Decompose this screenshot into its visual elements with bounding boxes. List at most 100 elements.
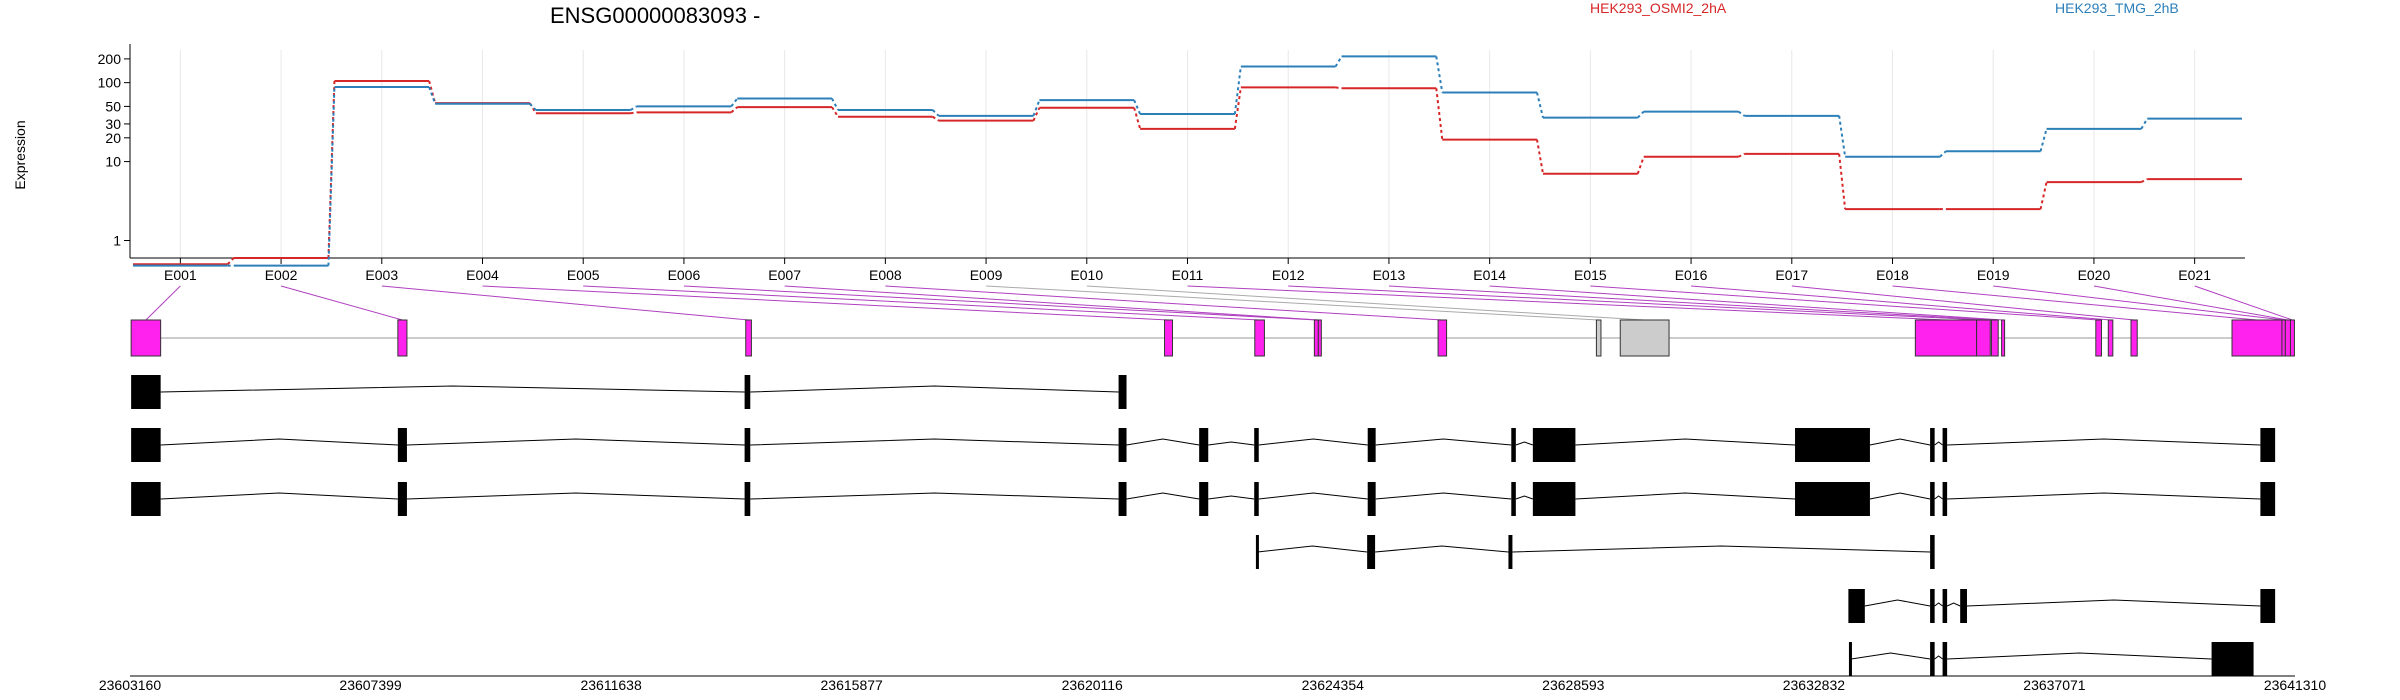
series-2-connector [1032,99,1041,117]
mapping-line-E011 [1187,285,1947,321]
intron-line [1515,495,1534,500]
transcript-1-exon [744,375,751,409]
transcript-4-exon [1367,535,1376,569]
transcript-2-exon [2260,428,2276,462]
y-tick-label: 50 [105,98,121,114]
mapping-line-E015 [1590,285,2099,321]
series-1-connector [2039,181,2048,210]
mapping-line-E003 [381,285,749,321]
transcript-5-exon [2260,589,2276,623]
intron-line [1966,599,2261,607]
y-axis-label: Expression [12,120,28,189]
x-tick-label-E018: E018 [1876,267,1909,283]
genomic-tick-label: 23620116 [1062,677,1123,693]
series-2-connector [2140,118,2149,130]
transcript-4-exon [1255,535,1259,569]
transcript-2-exon [1367,428,1376,462]
y-tick-label: 10 [105,154,121,170]
intron-line [1869,438,1931,446]
mapping-line-E006 [683,285,1317,321]
series-2-connector [2039,128,2048,152]
series-1-connector [1838,153,1847,210]
transcript-3-exon [397,482,407,516]
transcript-3-exon [1532,482,1576,516]
intron-line [1257,545,1368,553]
genomic-tick-label: 23611638 [580,677,641,693]
intron-line [1515,441,1534,446]
intron-line [750,492,1119,500]
genomic-tick-label: 23637071 [2023,677,2086,693]
mapping-line-E018 [1892,285,2258,321]
exon-bin-E009 [1595,319,1602,357]
x-tick-label-E004: E004 [466,267,499,283]
series-2-connector [1233,66,1242,115]
intron-line [160,492,398,500]
intron-line [1575,492,1796,500]
x-tick-label-E020: E020 [2078,267,2111,283]
series-1-connector [2140,178,2148,183]
x-tick-label-E010: E010 [1070,267,1103,283]
transcript-2-exon [1254,428,1259,462]
mapping-line-E021 [2194,285,2293,321]
intron-line [750,438,1119,446]
transcript-6-exon [1930,642,1935,676]
transcript-2-exon [131,428,161,462]
x-tick-label-E021: E021 [2178,267,2211,283]
x-tick-label-E013: E013 [1373,267,1406,283]
transcript-3-exon [1199,482,1209,516]
intron-line [750,385,1119,393]
series-1-connector [1536,139,1544,174]
series-1-connector [1636,156,1645,175]
transcript-2-exon [1118,428,1127,462]
mapping-line-E008 [885,285,1443,321]
series-1-connector [730,106,738,114]
y-tick-label: 1 [113,232,121,248]
transcript-2-exon [1795,428,1870,462]
series-1-connector [1435,88,1444,140]
mapping-line-E012 [1288,285,1984,321]
y-tick-label: 200 [98,51,122,67]
exon-bin-E012 [1976,319,1991,357]
x-tick-label-E007: E007 [768,267,801,283]
x-tick-label-E011: E011 [1172,267,1204,283]
mapping-line-E013 [1388,285,1995,321]
intron-line [1375,492,1512,500]
transcript-2-exon [397,428,407,462]
series-2-connector [529,103,537,111]
series-1-connector [932,115,940,122]
exon-bin-E020 [2284,319,2291,357]
mapping-line-E005 [583,285,1260,321]
intron-line [1947,652,2212,660]
series-1-connector [831,106,839,118]
genomic-tick-label: 23632832 [1783,677,1846,693]
transcript-3-exon [1511,482,1516,516]
transcript-3-exon [1930,482,1935,516]
x-tick-label-E008: E008 [869,267,902,283]
series-1-connector [630,111,637,115]
series-2-connector [1334,55,1343,68]
exon-bin-E014 [2001,319,2006,357]
transcript-3-exon [1254,482,1259,516]
genomic-tick-label: 23628593 [1542,677,1605,693]
series-2-connector [831,98,839,111]
series-2-connector [428,86,437,105]
transcript-6-exon [2211,642,2254,676]
y-tick-label: 100 [98,75,122,91]
x-tick-label-E017: E017 [1775,267,1808,283]
exon-bin-E010 [1619,319,1670,357]
intron-line [1208,441,1255,446]
transcript-3-exon [1118,482,1127,516]
exon-bin-track [130,319,2295,357]
intron-line [1208,495,1255,500]
series-2-connector [932,109,940,117]
intron-line [1934,655,1943,660]
transcript-5-exon [1930,589,1935,623]
series-2-connector [1637,110,1645,119]
series-2-connector [1737,110,1746,117]
mapping-line-E002 [280,285,403,321]
genomic-axis: 23603160 23607399 23611638 23615877 23620116… [99,675,2326,693]
intron-line [1575,438,1796,446]
exon-bin-E007 [1317,319,1322,357]
exon-bin-E002 [397,319,408,357]
genomic-tick-label: 23607399 [339,677,402,693]
